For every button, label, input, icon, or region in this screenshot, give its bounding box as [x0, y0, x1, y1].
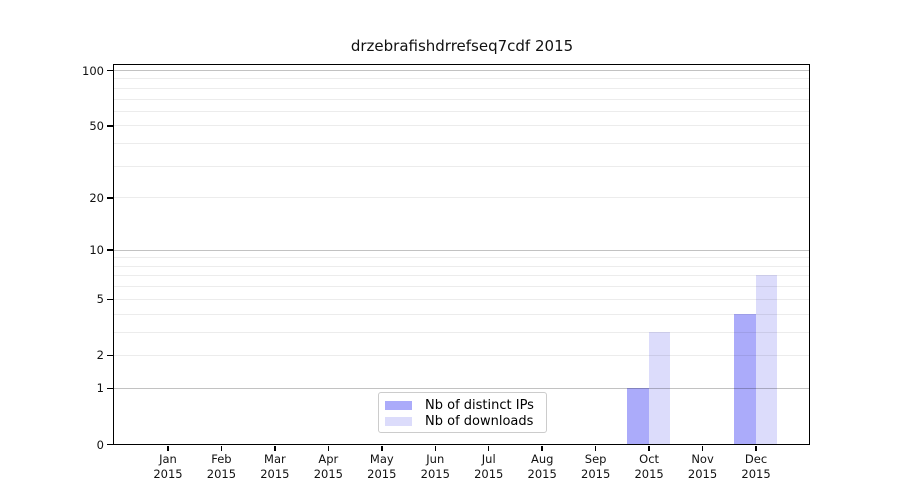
- y-tick-label: 1: [96, 381, 104, 396]
- x-tick-label-year: 2015: [581, 467, 611, 481]
- x-tick-mark: [167, 445, 169, 451]
- y-tick-label: 0: [96, 437, 104, 452]
- chart-title: drzebrafishdrrefseq7cdf 2015: [350, 37, 574, 55]
- y-tick-mark: [107, 249, 113, 251]
- x-tick-label-month: Apr: [318, 452, 339, 466]
- y-tick-label: 5: [96, 292, 104, 307]
- x-tick-label-month: May: [369, 452, 394, 466]
- bar-downloads-dec: [755, 275, 777, 444]
- gridline-minor: [114, 298, 809, 300]
- x-tick-label-year: 2015: [420, 467, 450, 481]
- x-tick-label-month: Sep: [584, 452, 607, 466]
- gridline-minor: [114, 331, 809, 333]
- x-tick-label-year: 2015: [634, 467, 664, 481]
- x-tick-label: Oct 2015: [618, 452, 680, 482]
- gridline-minor: [114, 286, 809, 288]
- x-tick-label-year: 2015: [260, 467, 290, 481]
- x-tick-label: Apr 2015: [297, 452, 359, 482]
- x-tick-mark: [487, 445, 490, 451]
- x-tick-mark: [701, 445, 704, 451]
- legend-label-downloads: Nb of downloads: [425, 414, 534, 429]
- gridline-minor: [114, 275, 809, 277]
- x-tick-mark: [541, 445, 543, 451]
- legend-entry-distinct-ips: Nb of distinct IPs: [385, 398, 546, 413]
- x-tick-mark: [381, 445, 383, 451]
- legend: Nb of distinct IPs Nb of downloads: [378, 392, 547, 433]
- legend-swatch-distinct-ips-icon: [385, 401, 412, 410]
- x-tick-label-month: Aug: [530, 452, 554, 466]
- x-tick-label: Jul 2015: [458, 452, 520, 482]
- y-tick-label: 20: [89, 190, 104, 205]
- bar-distinct-ips-dec: [734, 313, 756, 444]
- x-tick-label: Sep 2015: [565, 452, 627, 482]
- gridline-minor: [114, 165, 809, 167]
- y-tick-mark: [107, 69, 113, 72]
- x-tick-mark: [755, 445, 757, 451]
- x-tick-label-month: Jul: [481, 452, 496, 466]
- x-tick-label: May 2015: [351, 452, 413, 482]
- x-tick-label-year: 2015: [687, 467, 718, 481]
- x-tick-label-month: Dec: [744, 452, 768, 466]
- gridline-minor: [114, 98, 809, 100]
- x-tick-label: Dec 2015: [725, 452, 787, 482]
- x-tick-label-month: Feb: [211, 452, 232, 466]
- gridline-major: [114, 249, 809, 251]
- x-tick-label: Feb 2015: [190, 452, 252, 482]
- y-tick-mark: [107, 125, 113, 127]
- y-tick-mark: [107, 354, 113, 357]
- y-tick-mark: [107, 298, 113, 301]
- y-tick-label: 10: [89, 243, 104, 258]
- x-tick-label: Nov 2015: [672, 452, 734, 482]
- y-tick-label: 2: [96, 348, 104, 363]
- x-tick-label-month: Jan: [159, 452, 177, 466]
- gridline-minor: [114, 143, 809, 145]
- x-tick-mark: [594, 445, 597, 451]
- x-tick-mark: [327, 445, 330, 451]
- gridline-minor: [114, 257, 809, 259]
- x-tick-mark: [648, 445, 650, 451]
- x-tick-label-month: Jun: [426, 452, 445, 466]
- x-tick-label-year: 2015: [741, 467, 771, 481]
- plot-area: [113, 64, 810, 445]
- x-tick-label: Jan 2015: [137, 452, 199, 482]
- x-tick-label-month: Nov: [691, 452, 714, 466]
- y-tick-label: 50: [89, 118, 104, 133]
- x-tick-label-month: Mar: [264, 452, 286, 466]
- y-tick-label: 100: [82, 63, 104, 78]
- gridline-major: [114, 387, 809, 389]
- gridline-minor: [114, 87, 809, 89]
- x-tick-label-year: 2015: [313, 467, 343, 481]
- gridline-minor: [114, 313, 809, 315]
- x-tick-label: Mar 2015: [244, 452, 306, 482]
- x-tick-label: Aug 2015: [511, 452, 573, 482]
- y-tick-mark: [107, 197, 113, 199]
- gridline-major: [114, 70, 809, 71]
- x-tick-label-year: 2015: [527, 467, 557, 481]
- x-tick-label-month: Oct: [639, 452, 660, 466]
- gridline-minor: [114, 197, 809, 199]
- gridline-minor: [114, 265, 809, 267]
- bar-distinct-ips-oct: [627, 387, 649, 444]
- legend-swatch-downloads-icon: [385, 417, 412, 426]
- legend-entry-downloads: Nb of downloads: [385, 414, 546, 429]
- y-tick-mark: [107, 387, 113, 390]
- x-tick-mark: [434, 445, 437, 451]
- x-tick-label-year: 2015: [153, 467, 183, 481]
- x-tick-label-year: 2015: [367, 467, 397, 481]
- gridline-minor: [114, 125, 809, 127]
- x-tick-mark: [274, 445, 276, 451]
- legend-label-distinct-ips: Nb of distinct IPs: [425, 398, 534, 413]
- x-tick-label-year: 2015: [206, 467, 237, 481]
- gridline-minor: [114, 78, 809, 80]
- bar-downloads-oct: [648, 331, 670, 444]
- x-tick-label-year: 2015: [474, 467, 504, 481]
- x-tick-mark: [220, 445, 223, 451]
- y-tick-mark: [107, 443, 113, 446]
- x-tick-label: Jun 2015: [404, 452, 466, 482]
- gridline-minor: [114, 110, 809, 112]
- gridline-minor: [114, 354, 809, 356]
